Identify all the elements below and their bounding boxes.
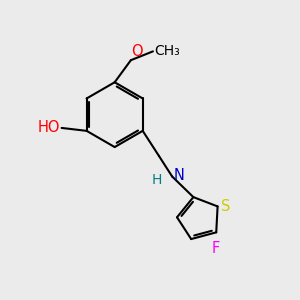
Text: H: H — [152, 173, 162, 187]
Text: S: S — [221, 199, 230, 214]
Text: N: N — [174, 168, 184, 183]
Text: HO: HO — [38, 120, 60, 135]
Text: F: F — [212, 241, 220, 256]
Text: O: O — [131, 44, 143, 59]
Text: CH₃: CH₃ — [154, 44, 180, 58]
